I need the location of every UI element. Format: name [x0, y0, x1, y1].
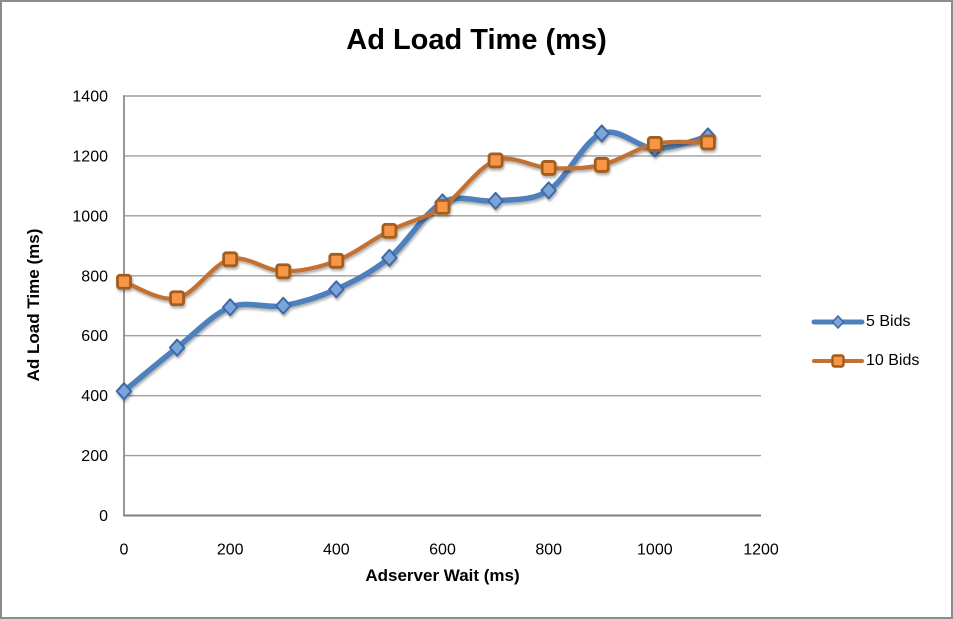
- data-point-marker: [275, 296, 292, 315]
- y-axis-title: Ad Load Time (ms): [24, 228, 43, 382]
- data-point-marker: [593, 124, 610, 143]
- x-tick-label: 800: [535, 542, 562, 559]
- data-point-marker: [222, 251, 239, 268]
- data-point-marker: [168, 338, 186, 357]
- data-point-marker: [116, 273, 132, 290]
- data-point-marker: [593, 157, 610, 173]
- x-tick-label: 0: [120, 542, 129, 559]
- data-point-marker: [540, 160, 557, 176]
- y-tick-label: 0: [99, 508, 108, 525]
- legend-label: 10 Bids: [866, 351, 920, 369]
- series-line-5-bids: [121, 129, 711, 394]
- x-axis-title: Adserver Wait (ms): [365, 566, 520, 585]
- data-point-marker: [434, 198, 451, 215]
- y-tick-label: 200: [81, 448, 108, 465]
- series-10-bids: [116, 134, 716, 307]
- chart-title: Ad Load Time (ms): [346, 24, 607, 56]
- data-point-marker: [328, 252, 345, 269]
- data-point-marker: [700, 134, 716, 151]
- x-tick-label: 400: [323, 542, 350, 559]
- x-tick-label: 600: [429, 542, 456, 559]
- data-point-marker: [646, 136, 663, 152]
- data-point-marker: [487, 191, 504, 210]
- x-tick-label: 1000: [637, 542, 673, 559]
- data-point-marker: [115, 382, 133, 401]
- y-tick-label: 1000: [72, 208, 108, 225]
- data-point-marker: [275, 263, 292, 280]
- data-point-marker: [328, 280, 345, 299]
- data-point-marker: [221, 298, 239, 317]
- legend-item-10-bids: 10 Bids: [811, 344, 919, 377]
- legend-label: 5 Bids: [866, 312, 911, 330]
- data-point-marker: [487, 152, 504, 169]
- x-tick-label: 200: [217, 542, 244, 559]
- series-5-bids: [115, 124, 717, 401]
- data-point-marker: [540, 181, 557, 200]
- y-tick-label: 1200: [72, 148, 108, 165]
- data-point-marker: [169, 290, 185, 307]
- 5-bids-legend-marker-icon: [811, 314, 865, 329]
- x-tick-label: 1200: [743, 542, 779, 559]
- y-tick-label: 400: [81, 388, 108, 405]
- y-tick-label: 600: [81, 328, 108, 345]
- 10-bids-legend-marker-icon: [812, 353, 864, 368]
- y-tick-label: 1400: [72, 89, 108, 106]
- data-point-marker: [381, 222, 398, 239]
- legend-item-5-bids: 5 Bids: [811, 305, 919, 338]
- y-tick-label: 800: [81, 268, 108, 285]
- data-point-marker: [381, 248, 398, 267]
- legend: 5 Bids 10 Bids: [811, 305, 919, 377]
